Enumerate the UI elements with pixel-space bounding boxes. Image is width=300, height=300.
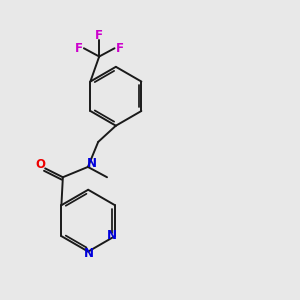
Text: O: O [36, 158, 46, 171]
Text: N: N [86, 157, 96, 170]
Text: N: N [84, 248, 94, 260]
Text: F: F [116, 42, 124, 55]
Text: F: F [75, 42, 83, 55]
Text: N: N [107, 229, 117, 242]
Text: F: F [95, 28, 103, 41]
